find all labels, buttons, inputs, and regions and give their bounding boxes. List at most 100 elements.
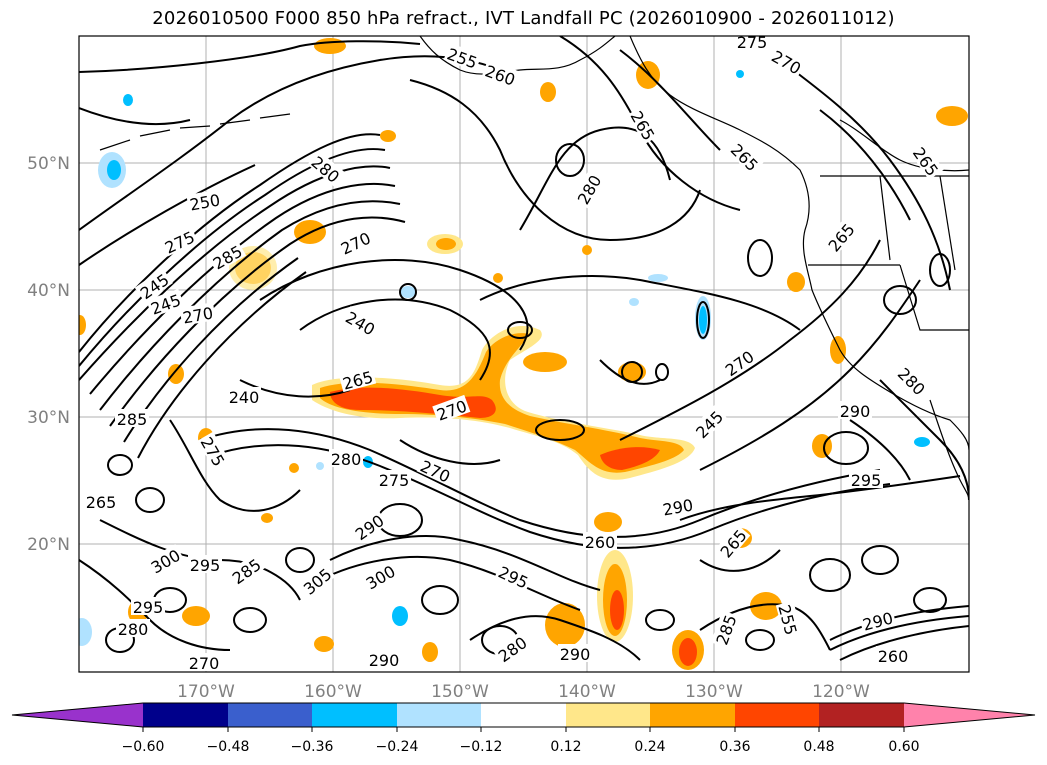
contour-label-bg (876, 646, 910, 664)
contour-label-bg (134, 268, 173, 303)
colorbar-tick-label: −0.48 (207, 739, 250, 755)
contour-label-bg (727, 138, 764, 175)
contour-label-bg (159, 225, 199, 257)
colorbar-segment (481, 703, 566, 727)
contour-label-bg (822, 217, 859, 256)
colorbar-segment (904, 703, 1035, 727)
contour-label-bg (909, 141, 944, 180)
lat-label-40n: 40°N (27, 281, 70, 301)
contour-label-bg (710, 610, 740, 649)
contour-label-bg (775, 600, 803, 639)
contour-label-bg (329, 449, 363, 467)
colorbar-tick-label: −0.60 (122, 739, 165, 755)
contour-label: 260 (585, 533, 616, 552)
contour-label: 295 (851, 471, 882, 490)
lon-label-170w: 170°W (177, 682, 235, 702)
contour-label: 280 (331, 450, 362, 469)
colorbar-segment (819, 703, 904, 727)
contour-label-bg (226, 553, 265, 588)
contour-label-bg (145, 543, 185, 577)
lon-label-150w: 150°W (431, 682, 489, 702)
contour-label-bg (690, 405, 727, 442)
colorbar-tick-labels: −0.60 −0.48 −0.36 −0.24 −0.12 0.12 0.24 … (122, 739, 920, 755)
colorbar-segment (228, 703, 312, 727)
negative-anomaly-fills (79, 70, 930, 646)
colorbar-segment (735, 703, 819, 727)
contour-label-bg (207, 239, 247, 273)
contour-label-bg (492, 631, 531, 666)
colorbar-segment (650, 703, 735, 727)
colorbar-tick-label: 0.24 (634, 739, 665, 755)
contour-label-bg (131, 597, 165, 615)
contour-label-bg (197, 431, 231, 471)
contour-label: 270 (189, 654, 220, 673)
contour-label-bg (583, 532, 617, 550)
lon-label-160w: 160°W (304, 682, 362, 702)
lat-label-30n: 30°N (27, 408, 70, 428)
map-frame (78, 35, 970, 673)
contour-label: 285 (117, 410, 148, 429)
contour-label: 295 (190, 556, 221, 575)
lon-label-130w: 130°W (685, 682, 743, 702)
colorbar-tick-label: 0.60 (888, 739, 919, 755)
contour-label: 280 (118, 620, 149, 639)
contour-label-bg (307, 150, 346, 187)
contour-label-bg (349, 509, 388, 544)
lon-label-120w: 120°W (812, 682, 870, 702)
contour-label-bg (838, 401, 872, 419)
colorbar-segment (312, 703, 397, 727)
contour-label: 290 (560, 645, 591, 664)
contour-label: 295 (133, 598, 164, 617)
map-title: 2026010500 F000 850 hPa refract., IVT La… (152, 8, 895, 29)
contour-label-bg (894, 362, 931, 399)
contour-label: 265 (86, 493, 117, 512)
contour-label-bg (179, 302, 216, 326)
contour-label-bg (335, 226, 375, 258)
contour-label-bg (714, 523, 751, 562)
contour-label: 290 (369, 651, 400, 670)
positive-anomaly-fills (79, 38, 968, 670)
colorbar-tick-label: 0.48 (803, 739, 834, 755)
contour-label-bg (494, 560, 534, 592)
colorbar-tick-label: −0.12 (460, 739, 503, 755)
colorbar-tick-label: −0.24 (376, 739, 419, 755)
closed-contours (105, 143, 951, 655)
contour-label: 240 (229, 388, 260, 407)
contour-label: 275 (379, 471, 410, 490)
contour-label: 260 (878, 647, 909, 666)
contour-label-bg (416, 454, 456, 486)
contour-label-bg (297, 562, 336, 599)
lat-label-50n: 50°N (27, 154, 70, 174)
contour-label-bg (627, 105, 661, 145)
contour-label-bg (146, 288, 185, 318)
colorbar-segment (566, 703, 650, 727)
contour-label-bg (719, 345, 758, 380)
longitude-labels: 170°W 160°W 150°W 140°W 130°W 120°W (177, 682, 870, 702)
contour-label-bg (858, 606, 897, 634)
coastlines (99, 36, 969, 501)
contour-label-bg (116, 619, 150, 637)
contour-label-bg (186, 189, 223, 213)
gridlines (79, 36, 969, 672)
colorbar-segment (143, 703, 228, 727)
contour-label-bg (377, 470, 411, 488)
contour-label-bg (367, 650, 401, 668)
contour-label-bg (432, 394, 471, 424)
contour-label-bg (849, 470, 883, 488)
contour-label-bg (188, 555, 222, 573)
contour-label: 275 (737, 33, 768, 52)
contour-label-bg (227, 387, 261, 405)
contour-label-bg (84, 492, 118, 510)
contour-label-bg (481, 59, 520, 89)
contour-label-bg (659, 494, 696, 518)
colorbar-tick-label: 0.12 (550, 739, 581, 755)
colorbar-tick-label: −0.36 (291, 739, 334, 755)
map-panel (79, 36, 969, 672)
contour-label-bg (558, 644, 592, 662)
contour-label: 290 (840, 402, 871, 421)
contour-label-bg (187, 653, 221, 671)
colorbar-segment (12, 703, 143, 727)
contour-label-bg (571, 169, 605, 209)
lat-label-20n: 20°N (27, 535, 70, 555)
